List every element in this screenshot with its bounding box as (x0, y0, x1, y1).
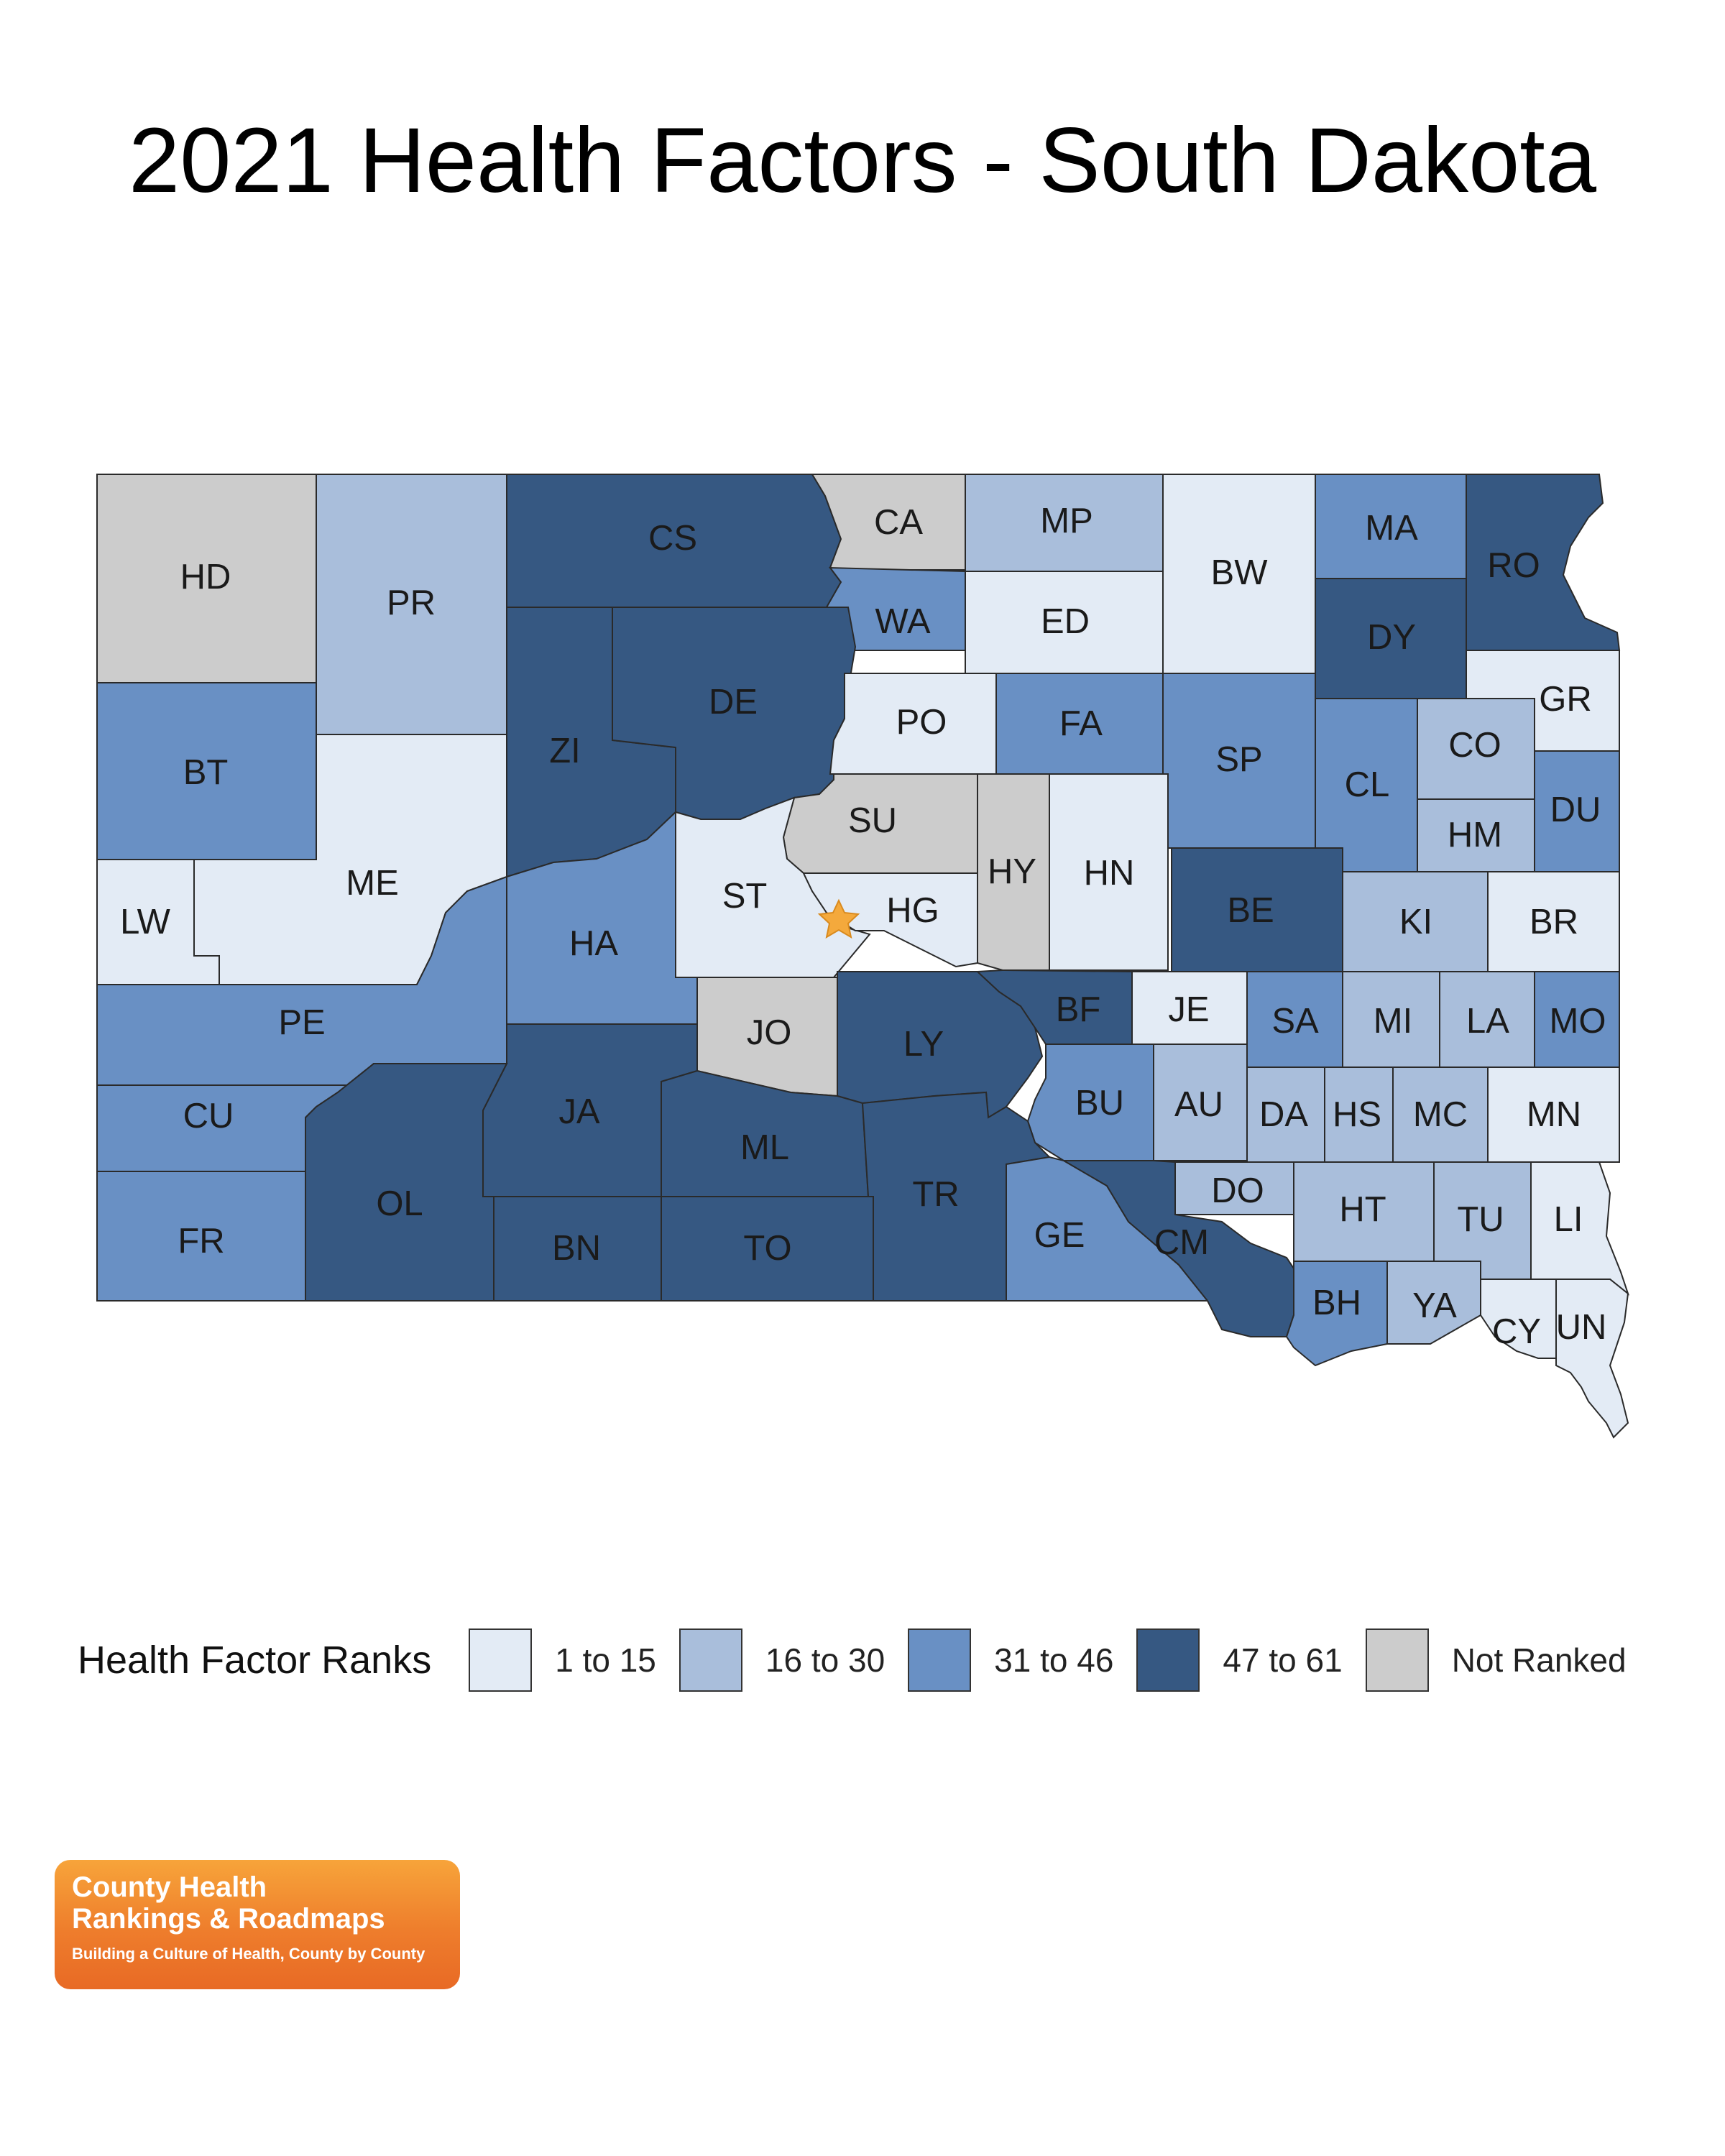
county-label-cl: CL (1345, 765, 1390, 804)
county-label-ya: YA (1412, 1286, 1457, 1325)
county-label-du: DU (1550, 791, 1601, 829)
county-label-mp: MP (1040, 502, 1093, 540)
county-label-hm: HM (1448, 816, 1502, 854)
county-label-bw: BW (1211, 553, 1269, 592)
county-label-la: LA (1466, 1002, 1509, 1041)
county-label-li: LI (1554, 1200, 1583, 1239)
county-hg (802, 872, 978, 968)
legend-item: 1 to 15 (469, 1628, 656, 1692)
county-label-hd: HD (180, 558, 231, 596)
page-title: 2021 Health Factors - South Dakota (129, 109, 1596, 212)
county-label-cs: CS (648, 519, 697, 558)
county-health-rankings-logo: County Health Rankings & Roadmaps Buildi… (55, 1860, 460, 1989)
county-label-fa: FA (1059, 704, 1103, 743)
county-ol (305, 1063, 508, 1302)
county-label-sp: SP (1215, 740, 1262, 779)
county-label-co: CO (1448, 726, 1501, 765)
logo-tagline: Building a Culture of Health, County by … (72, 1945, 426, 1963)
logo-line-2: Rankings & Roadmaps (72, 1903, 385, 1935)
county-label-ca: CA (874, 503, 923, 542)
county-label-tu: TU (1457, 1200, 1504, 1239)
county-label-br: BR (1530, 903, 1578, 941)
legend-label: 16 to 30 (765, 1641, 886, 1679)
county-label-to: TO (743, 1229, 791, 1268)
county-fr (96, 1171, 306, 1302)
legend-swatch (1365, 1628, 1429, 1692)
county-label-au: AU (1174, 1085, 1223, 1124)
county-hn (1049, 773, 1169, 971)
legend-label: 1 to 15 (555, 1641, 656, 1679)
county-label-zi: ZI (549, 732, 581, 770)
county-label-do: DO (1211, 1171, 1264, 1210)
county-label-dy: DY (1367, 618, 1416, 657)
county-label-ki: KI (1399, 903, 1432, 941)
logo-line-1: County Health (72, 1871, 267, 1903)
county-label-ht: HT (1339, 1190, 1386, 1229)
capital-star-icon (817, 898, 860, 939)
county-label-cm: CM (1154, 1223, 1209, 1262)
county-label-je: JE (1168, 990, 1209, 1029)
county-label-hs: HS (1333, 1095, 1381, 1134)
legend-item: 16 to 30 (678, 1628, 886, 1692)
county-label-gr: GR (1539, 680, 1592, 719)
county-label-mn: MN (1527, 1095, 1581, 1134)
legend-label: 47 to 61 (1223, 1641, 1343, 1679)
county-label-su: SU (848, 801, 897, 840)
county-label-me: ME (346, 864, 399, 903)
county-label-ol: OL (376, 1184, 423, 1223)
county-mn (1487, 1067, 1620, 1163)
county-label-st: ST (722, 877, 768, 916)
county-un (1555, 1279, 1629, 1439)
county-label-bt: BT (183, 753, 229, 792)
legend-title: Health Factor Ranks (78, 1639, 432, 1682)
county-label-hy: HY (988, 852, 1036, 891)
county-bn (483, 1196, 662, 1302)
legend-swatch (678, 1628, 742, 1692)
county-label-ed: ED (1041, 602, 1090, 641)
county-label-mc: MC (1413, 1095, 1468, 1134)
legend-label: 31 to 46 (994, 1641, 1114, 1679)
county-label-mo: MO (1550, 1002, 1606, 1041)
county-label-ly: LY (903, 1025, 944, 1064)
county-label-ma: MA (1365, 509, 1418, 548)
county-label-ja: JA (558, 1092, 600, 1131)
county-label-pr: PR (387, 584, 436, 622)
legend-swatch (469, 1628, 533, 1692)
legend: Health Factor Ranks 1 to 15 16 to 30 31 … (78, 1626, 1650, 1695)
county-label-ml: ML (740, 1128, 789, 1167)
county-label-sa: SA (1271, 1002, 1319, 1041)
county-label-cu: CU (183, 1097, 234, 1135)
county-label-ha: HA (569, 924, 618, 963)
county-label-mi: MI (1374, 1002, 1412, 1041)
county-label-pe: PE (278, 1003, 325, 1042)
legend-item: 31 to 46 (908, 1628, 1113, 1692)
county-label-hg: HG (886, 891, 939, 930)
county-label-da: DA (1259, 1095, 1308, 1134)
county-label-be: BE (1227, 891, 1274, 930)
county-label-po: PO (896, 703, 947, 742)
county-label-tr: TR (912, 1175, 959, 1214)
county-label-jo: JO (747, 1013, 792, 1052)
county-label-fr: FR (178, 1222, 224, 1261)
county-to (661, 1196, 874, 1302)
legend-swatch (908, 1628, 972, 1692)
county-label-ro: RO (1487, 546, 1540, 585)
legend-item: Not Ranked (1365, 1628, 1627, 1692)
county-ya (1386, 1261, 1481, 1345)
county-label-cy: CY (1492, 1312, 1541, 1351)
county-label-hn: HN (1084, 854, 1135, 893)
county-label-bu: BU (1075, 1084, 1124, 1123)
county-label-lw: LW (120, 903, 171, 941)
county-label-wa: WA (875, 602, 930, 641)
legend-item: 47 to 61 (1136, 1628, 1343, 1692)
county-label-un: UN (1556, 1308, 1607, 1347)
county-label-bn: BN (552, 1229, 601, 1268)
legend-label: Not Ranked (1451, 1641, 1627, 1679)
county-label-bf: BF (1056, 990, 1101, 1029)
legend-swatch (1136, 1628, 1200, 1692)
county-label-ge: GE (1034, 1216, 1085, 1255)
county-label-bh: BH (1312, 1284, 1361, 1322)
county-label-de: DE (709, 683, 758, 722)
